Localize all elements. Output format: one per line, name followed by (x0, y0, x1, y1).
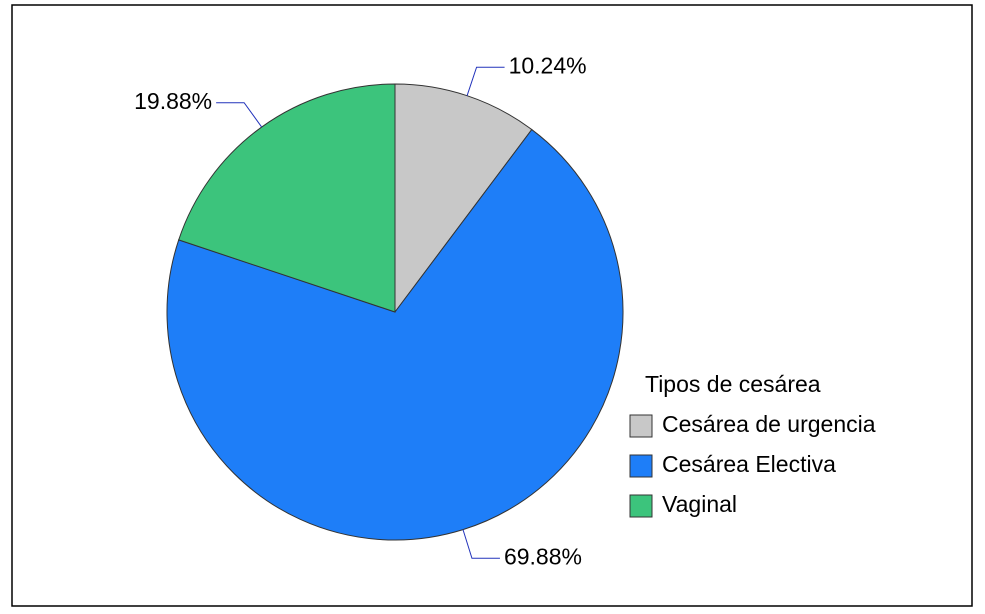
legend-swatch (629, 454, 653, 478)
data-label: 69.88% (504, 543, 582, 569)
data-label: 10.24% (509, 52, 587, 78)
legend-label: Vaginal (662, 491, 737, 517)
data-label: 19.88% (134, 88, 212, 114)
legend-title: Tipos de cesárea (645, 371, 821, 397)
pie-slice (178, 83, 396, 313)
legend-label: Cesárea de urgencia (662, 411, 876, 437)
leader-line (216, 102, 263, 128)
legend-swatch (629, 414, 653, 438)
legend-label: Cesárea Electiva (662, 451, 836, 477)
leader-line (466, 66, 505, 96)
leader-line (462, 529, 500, 559)
legend-swatch (629, 494, 653, 518)
pie-slice (394, 83, 533, 314)
